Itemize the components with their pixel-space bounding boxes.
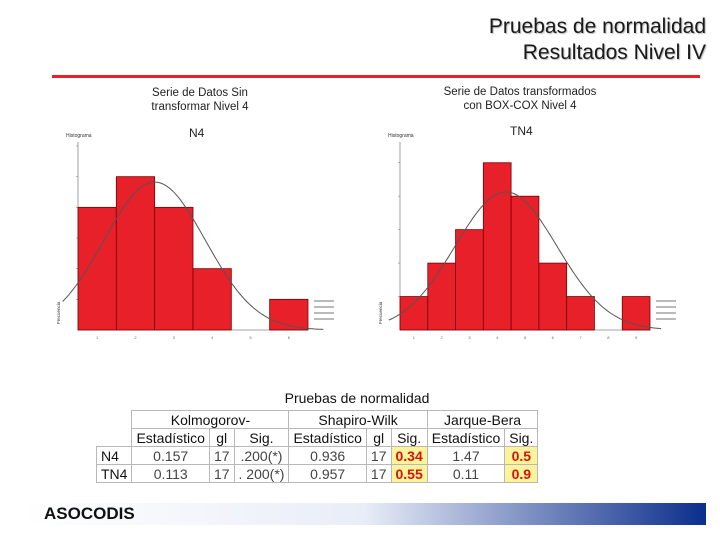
jb-sig-highlight: 0.9 (504, 464, 539, 483)
header-cell: Sig. (504, 428, 539, 447)
histogram-tn4: Histograma 1 2 3 4 5 6 7 8 9 Frecuencia (378, 133, 676, 340)
x-tick-label: 1 (413, 335, 416, 340)
histogram-bar (482, 162, 512, 331)
chart-title-n4: N4 (189, 126, 205, 140)
sw-stat: 0.936 (288, 446, 367, 465)
ks-gl: 17 (208, 446, 235, 465)
header-cell: gl (208, 428, 235, 447)
right-subtitle: Serie de Datos transformados con BOX-COX… (410, 85, 630, 113)
ks-sig: . 200(*) (233, 464, 290, 483)
x-tick-label: 3 (468, 335, 471, 340)
histogram-inner-label: Histograma (66, 133, 92, 139)
jb-stat: 0.11 (426, 464, 506, 483)
sw-sig-highlight: 0.55 (390, 464, 428, 483)
sw-sig-highlight: 0.34 (390, 446, 428, 465)
group-sw: Shapiro-Wilk (288, 410, 428, 429)
footer-bar: ASOCODIS (22, 503, 706, 525)
row-label: TN4 (95, 464, 133, 483)
normality-table: Kolmogorov- Shapiro-Wilk Jarque-Bera Est… (95, 410, 539, 483)
histogram-inner-label: Histograma (388, 133, 414, 139)
legend-line (314, 300, 334, 302)
legend-line (656, 306, 676, 308)
x-tick-label: 5 (524, 335, 527, 340)
left-subtitle-line-2: transformar Nivel 4 (151, 101, 249, 113)
jb-stat: 1.47 (426, 446, 506, 465)
right-subtitle-line-1: Serie de Datos transformados (443, 86, 597, 98)
x-tick-label: 9 (635, 335, 638, 340)
table-header-row: Estadístico gl Sig. Estadístico gl Sig. … (97, 428, 539, 447)
histogram-n4: Histograma 1 2 3 4 5 6 Frecuencia (56, 133, 334, 340)
header-cell: Estadístico (131, 428, 210, 447)
legend-line (656, 300, 676, 302)
header-cell: Sig. (233, 428, 290, 447)
legend-line (314, 306, 334, 308)
histogram-bar (566, 296, 595, 331)
row-label: N4 (95, 446, 133, 465)
normal-curve (62, 181, 324, 330)
table-row-n4: N4 0.157 17 .200(*) 0.936 17 0.34 1.47 0… (95, 446, 539, 465)
sw-gl: 17 (365, 446, 392, 465)
header-cell: gl (365, 428, 392, 447)
table-title: Pruebas de normalidad (284, 390, 430, 406)
table-group-row: Kolmogorov- Shapiro-Wilk Jarque-Bera (97, 410, 539, 429)
title-line-1: Pruebas de normalidad (488, 15, 706, 38)
x-tick-label: 6 (288, 335, 291, 340)
ks-stat: 0.113 (131, 464, 210, 483)
group-jb: Jarque-Bera (426, 410, 539, 429)
header-cell: Estadístico (288, 428, 367, 447)
x-tick-label: 1 (96, 335, 99, 340)
corner-cell (97, 429, 132, 447)
histogram-bar (510, 195, 540, 331)
normal-curve (388, 191, 662, 330)
corner-cell (97, 411, 132, 429)
x-tick-label: 4 (496, 335, 499, 340)
table-row-tn4: TN4 0.113 17 . 200(*) 0.957 17 0.55 0.11… (95, 464, 539, 483)
chart-title-tn4: TN4 (510, 124, 533, 138)
header-cell: Sig. (390, 428, 428, 447)
left-subtitle: Serie de Datos Sin transformar Nivel 4 (120, 86, 280, 114)
x-tick-label: 8 (607, 335, 610, 340)
histogram-bar (115, 176, 156, 331)
ks-stat: 0.157 (131, 446, 210, 465)
jb-sig-highlight: 0.5 (504, 446, 539, 465)
legend-line (656, 318, 676, 320)
legend-line (314, 318, 334, 320)
legend-block (656, 300, 676, 320)
ks-sig: .200(*) (233, 446, 290, 465)
left-subtitle-line-1: Serie de Datos Sin (152, 87, 248, 99)
group-ks: Kolmogorov- (131, 410, 290, 429)
y-axis-label: Frecuencia (378, 301, 383, 324)
legend-line (656, 312, 676, 314)
ks-gl: 17 (208, 464, 235, 483)
histogram-bar (154, 206, 194, 331)
right-subtitle-line-2: con BOX-COX Nivel 4 (463, 100, 577, 112)
histogram-bar (538, 262, 568, 331)
sw-gl: 17 (365, 464, 392, 483)
x-tick-label: 7 (579, 335, 582, 340)
histogram-bar (427, 262, 456, 331)
x-tick-label: 5 (249, 335, 252, 340)
histogram-bar (455, 229, 484, 331)
x-tick-label: 3 (173, 335, 176, 340)
y-axis-label: Frecuencia (56, 301, 61, 324)
histogram-bar (192, 268, 232, 331)
title-divider (52, 75, 700, 78)
x-tick-label: 2 (134, 335, 137, 340)
title-line-2: Resultados Nivel IV (522, 41, 706, 64)
x-tick-label: 2 (441, 335, 444, 340)
histogram-bar (77, 206, 117, 331)
slide-title: Pruebas de normalidad Resultados Nivel I… (489, 14, 706, 66)
histogram-bar (269, 298, 309, 331)
legend-block (314, 300, 334, 320)
x-tick-label: 6 (552, 335, 555, 340)
footer-brand: ASOCODIS (44, 504, 135, 523)
histogram-bar (399, 296, 429, 331)
x-tick-label: 4 (211, 335, 214, 340)
legend-line (314, 312, 334, 314)
sw-stat: 0.957 (288, 464, 367, 483)
header-cell: Estadístico (426, 428, 506, 447)
